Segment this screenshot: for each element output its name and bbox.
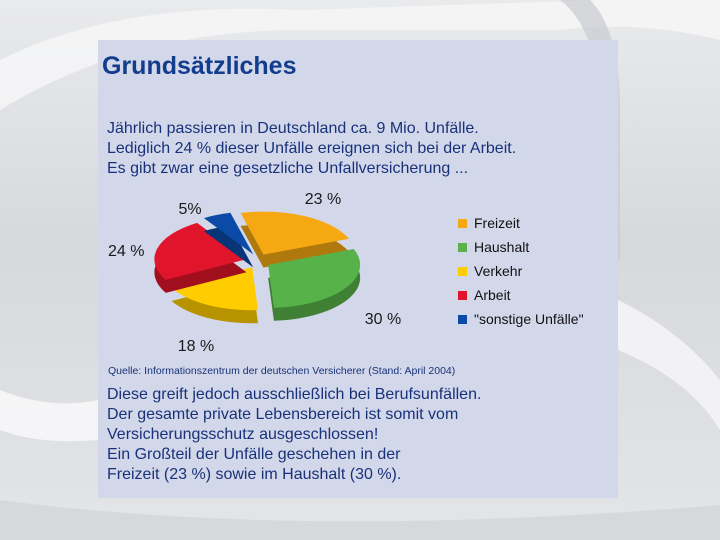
pie-slice-5: [203, 212, 254, 268]
pie-slice-top: [171, 267, 258, 311]
intro-text: Jährlich passieren in Deutschland ca. 9 …: [107, 119, 607, 179]
pie-slice-top: [240, 211, 349, 255]
pie-slice-top: [203, 212, 254, 255]
slice-label-4: 24 %: [108, 243, 144, 260]
slice-label-5: 5%: [178, 201, 201, 218]
slice-label-1: 23 %: [305, 191, 341, 208]
slice-label-3: 18 %: [178, 338, 214, 355]
pie-slice-1: [240, 211, 349, 268]
source-note: Quelle: Informationszentrum der deutsche…: [108, 365, 456, 377]
legend-swatch-1: [458, 219, 467, 228]
legend-label-5: "sonstige Unfälle": [474, 311, 584, 327]
legend-label-1: Freizeit: [474, 215, 520, 231]
legend-swatch-3: [458, 267, 467, 276]
legend-label-2: Haushalt: [474, 239, 529, 255]
outro-line-2: Der gesamte private Lebensbereich ist so…: [107, 406, 459, 423]
intro-line-2: Lediglich 24 % dieser Unfälle ereignen s…: [107, 140, 517, 157]
pie-slice-top: [154, 222, 247, 280]
pie-slice-top: [268, 249, 361, 308]
legend-swatch-2: [458, 243, 467, 252]
outro-line-1: Diese greift jedoch ausschließlich bei B…: [107, 386, 482, 403]
slice-label-2: 30 %: [365, 311, 401, 328]
pie-slice-side: [203, 225, 254, 268]
intro-line-3: Es gibt zwar eine gesetzliche Unfallvers…: [107, 160, 469, 177]
pie-slice-2: [268, 249, 361, 321]
pie-slice-3: [171, 267, 258, 324]
legend-swatch-4: [458, 291, 467, 300]
legend-label-3: Verkehr: [474, 263, 523, 279]
outro-line-4: Ein Großteil der Unfälle geschehen in de…: [107, 446, 401, 463]
legend-label-4: Arbeit: [474, 287, 511, 303]
intro-line-1: Jährlich passieren in Deutschland ca. 9 …: [107, 120, 479, 137]
outro-line-3: Versicherungsschutz ausgeschlossen!: [107, 426, 379, 443]
slide-title: Grundsätzliches: [102, 52, 297, 80]
legend-swatch-5: [458, 315, 467, 324]
slide-panel: Grundsätzliches Jährlich passieren in De…: [98, 40, 618, 498]
outro-text: Diese greift jedoch ausschließlich bei B…: [107, 385, 612, 485]
pie-slice-4: [154, 222, 247, 293]
outro-line-5: Freizeit (23 %) sowie im Haushalt (30 %)…: [107, 466, 402, 483]
accident-pie-chart: 23 % 30 % 18 % 24 % 5% Freizeit Haushalt Verkeh…: [108, 191, 584, 355]
